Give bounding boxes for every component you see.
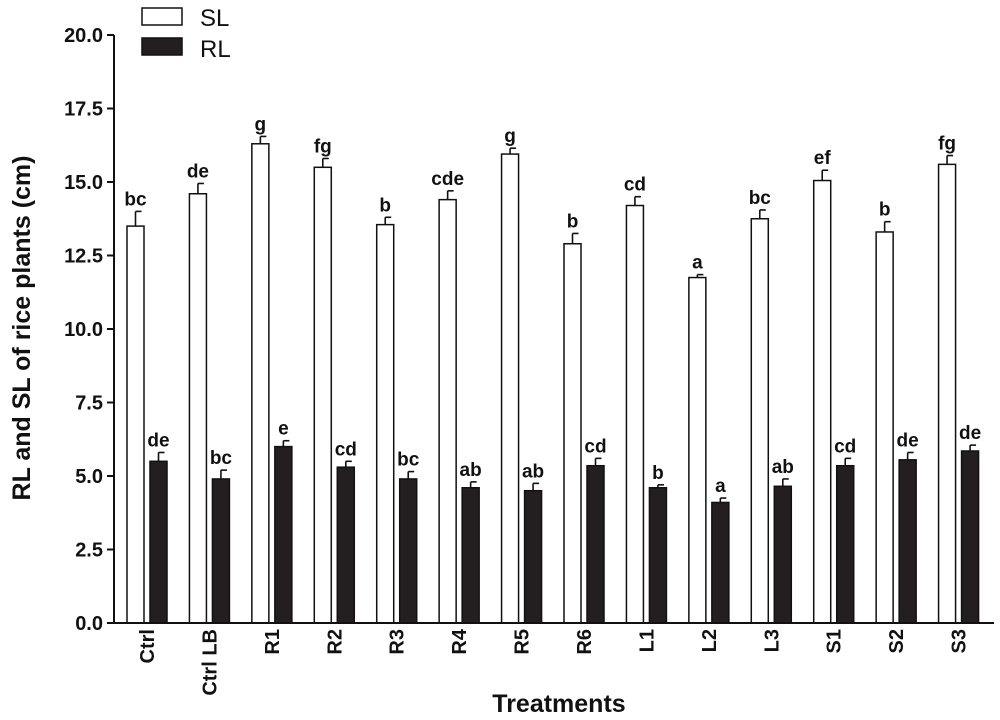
sig-label-rl: cd bbox=[335, 439, 357, 460]
bar-rl bbox=[960, 450, 980, 624]
sig-label-rl: bc bbox=[210, 448, 233, 469]
bar-sl bbox=[750, 218, 770, 624]
bar-rl bbox=[149, 460, 168, 624]
x-axis-title: Treatments bbox=[492, 690, 625, 718]
legend-label-rl: RL bbox=[200, 36, 231, 63]
bar-sl bbox=[563, 242, 582, 624]
sig-label-rl: b bbox=[652, 463, 664, 484]
legend-swatch-sl bbox=[141, 7, 183, 26]
bar-rl bbox=[211, 478, 231, 624]
sig-label-sl: bc bbox=[749, 188, 772, 209]
y-tick-label: 12.5 bbox=[64, 246, 103, 268]
bar-rl bbox=[898, 459, 917, 624]
x-tick-label: S2 bbox=[886, 629, 908, 653]
sig-label-rl: ab bbox=[772, 457, 794, 478]
sig-label-sl: fg bbox=[938, 134, 956, 155]
y-axis: 0.0 2.5 5.0 7.5 10.0 12.5 15.0 17.5 20.0 bbox=[64, 25, 115, 635]
x-tick-label: R1 bbox=[262, 629, 284, 655]
sig-label-sl: cd bbox=[624, 175, 646, 196]
bar-sl bbox=[126, 225, 145, 624]
sig-label-sl: b bbox=[567, 211, 579, 232]
y-tick-label: 20.0 bbox=[64, 25, 103, 47]
x-tick-label: S3 bbox=[949, 629, 971, 653]
bar-rl bbox=[461, 487, 480, 624]
x-tick-label: Ctrl bbox=[137, 629, 159, 663]
sig-label-sl: b bbox=[379, 195, 391, 216]
bar-rl bbox=[648, 487, 668, 624]
bar-sl bbox=[500, 153, 520, 624]
sig-label-rl: de bbox=[897, 430, 919, 451]
sig-label-sl: g bbox=[255, 114, 267, 135]
x-tick-label: Ctrl LB bbox=[199, 629, 221, 696]
sig-label-rl: ab bbox=[522, 461, 544, 482]
sig-label-sl: fg bbox=[314, 136, 332, 157]
bar-rl bbox=[711, 501, 730, 624]
sig-label-rl: ab bbox=[460, 460, 482, 481]
sig-label-sl: a bbox=[692, 253, 703, 274]
bar-rl bbox=[773, 485, 793, 624]
bar-rl bbox=[586, 464, 605, 624]
bar-sl bbox=[188, 193, 208, 624]
bar-sl bbox=[875, 231, 894, 624]
legend: SL RL bbox=[141, 5, 231, 63]
sig-label-sl: b bbox=[879, 200, 891, 221]
sig-label-sl: ef bbox=[814, 148, 832, 169]
sig-label-rl: de bbox=[147, 430, 169, 451]
y-tick-label: 15.0 bbox=[64, 172, 103, 194]
bar-rl bbox=[523, 489, 543, 624]
bar-rl bbox=[398, 478, 418, 624]
bar-rl bbox=[274, 445, 293, 624]
legend-swatch-rl bbox=[141, 37, 183, 56]
sig-label-sl: bc bbox=[124, 189, 147, 210]
x-tick-label: S1 bbox=[824, 629, 846, 653]
bar-sl bbox=[438, 198, 457, 624]
x-tick-label: R3 bbox=[387, 629, 409, 655]
bar-sl bbox=[375, 223, 395, 624]
x-tick-label: L3 bbox=[761, 629, 783, 652]
plot-area: bc de de bc g e fg cd b bc cde ab g ab b cd cd b a a bc ab ef c… bbox=[124, 114, 981, 624]
x-tick-label: L2 bbox=[699, 629, 721, 652]
sig-label-sl: de bbox=[187, 161, 209, 182]
y-tick-label: 10.0 bbox=[64, 319, 103, 341]
y-tick-label: 5.0 bbox=[75, 466, 103, 488]
sig-label-rl: cd bbox=[834, 436, 856, 457]
bar-sl bbox=[313, 166, 333, 624]
sig-label-sl: g bbox=[504, 126, 516, 147]
bar-sl bbox=[812, 179, 832, 624]
y-tick-label: 7.5 bbox=[75, 393, 103, 415]
y-tick-label: 0.0 bbox=[75, 613, 103, 635]
sig-label-rl: e bbox=[278, 419, 289, 440]
bar-rl bbox=[835, 464, 855, 624]
x-axis: Ctrl Ctrl LB R1 R2 R3 R4 R5 R6 L1 L2 L3 S1 S2 S3 bbox=[114, 622, 994, 696]
x-tick-label: R5 bbox=[512, 629, 534, 655]
bar-sl bbox=[625, 204, 645, 624]
x-tick-label: R4 bbox=[449, 628, 471, 654]
x-tick-label: R2 bbox=[324, 629, 346, 655]
bar-sl bbox=[251, 143, 270, 624]
y-tick-label: 17.5 bbox=[64, 99, 103, 121]
bar-rl bbox=[336, 466, 356, 624]
y-axis-title: RL and SL of rice plants (cm) bbox=[8, 156, 36, 501]
sig-label-rl: cd bbox=[584, 436, 606, 457]
sig-label-rl: a bbox=[715, 476, 726, 497]
sig-label-rl: bc bbox=[397, 450, 420, 471]
bar-sl bbox=[688, 276, 707, 624]
sig-label-sl: cde bbox=[431, 169, 464, 190]
legend-label-sl: SL bbox=[200, 5, 229, 32]
x-tick-label: L1 bbox=[636, 629, 658, 652]
bar-sl bbox=[937, 163, 957, 624]
y-tick-label: 2.5 bbox=[75, 540, 103, 562]
sig-label-rl: de bbox=[959, 423, 981, 444]
x-tick-label: R6 bbox=[574, 629, 596, 655]
